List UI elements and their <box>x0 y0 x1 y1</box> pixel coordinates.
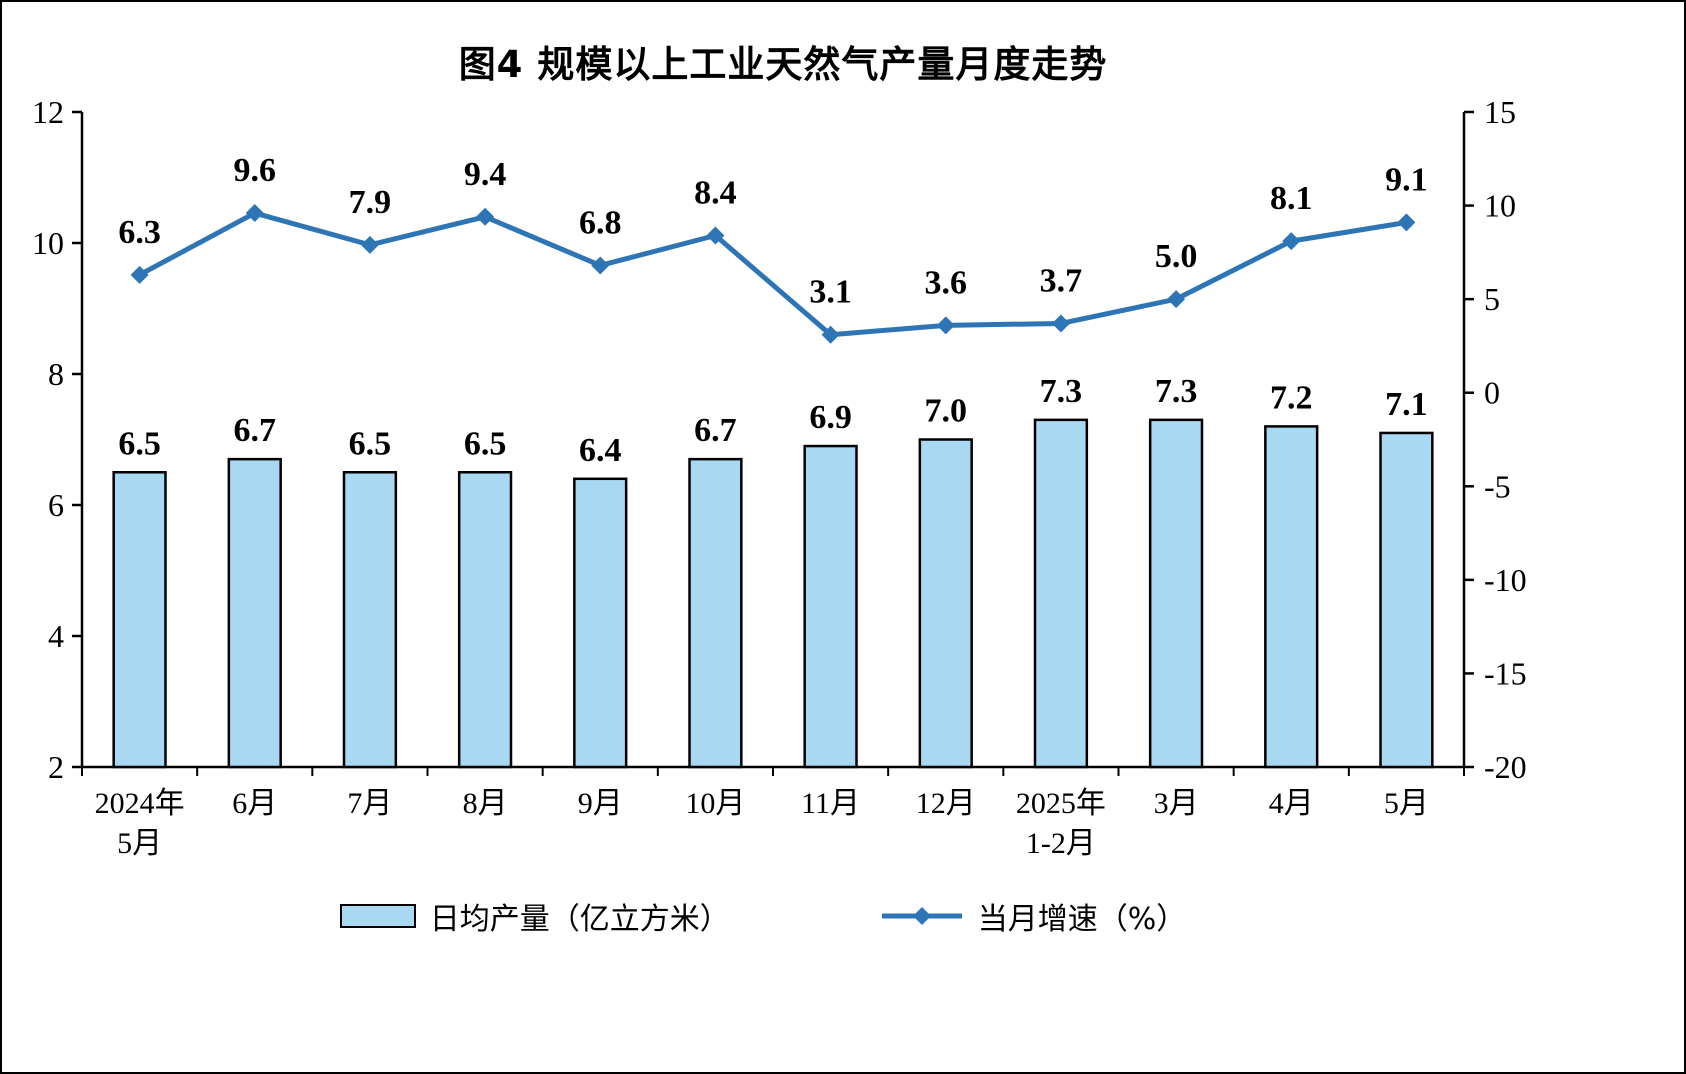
bar <box>1379 431 1434 769</box>
legend-item-bar: 日均产量（亿立方米） <box>339 894 730 938</box>
left-axis-tick-label: 4 <box>48 618 64 654</box>
line-marker <box>936 316 955 335</box>
x-axis-category-label: 6月 <box>232 787 277 820</box>
line-value-label: 3.1 <box>809 274 852 311</box>
line-marker <box>476 207 495 226</box>
left-axis-tick-label: 10 <box>32 225 64 261</box>
line-marker <box>1167 290 1186 309</box>
line-series <box>138 210 1407 338</box>
right-axis-tick-label: -5 <box>1484 468 1511 504</box>
line-marker <box>706 226 725 245</box>
right-axis-tick-label: -10 <box>1484 562 1527 598</box>
x-axis-category-label: 12月 <box>916 787 976 820</box>
bar-value-label: 7.1 <box>1385 386 1428 423</box>
bar-value-label: 7.0 <box>925 393 968 430</box>
line-value-label: 7.9 <box>349 184 392 221</box>
bar <box>1033 418 1089 769</box>
right-axis-tick-label: 10 <box>1484 188 1516 224</box>
bar <box>112 471 167 769</box>
chart-title: 图4 规模以上工业天然气产量月度走势 <box>458 43 1108 86</box>
right-axis-tick-label: 15 <box>1484 94 1516 130</box>
line-value-label: 9.4 <box>464 156 507 193</box>
line-marker <box>1051 314 1070 333</box>
line-value-label: 9.1 <box>1385 161 1428 198</box>
x-axis-category-label: 8月 <box>463 787 508 820</box>
bar-value-label: 6.4 <box>579 432 622 469</box>
bar-value-label: 6.5 <box>464 425 507 462</box>
line-marker <box>130 265 149 284</box>
line-value-label: 3.7 <box>1040 262 1083 299</box>
line-value-label: 5.0 <box>1155 238 1198 275</box>
x-axis-category-label: 11月 <box>801 787 860 820</box>
line-marker <box>245 204 264 223</box>
x-axis-category-label: 3月 <box>1154 787 1199 820</box>
line-marker <box>1282 232 1301 251</box>
left-axis-tick-label: 6 <box>48 487 64 523</box>
line-marker <box>360 235 379 254</box>
bar <box>1264 425 1319 769</box>
x-axis-category-label: 5月 <box>1384 787 1429 820</box>
x-axis-category-label: 9月 <box>578 787 623 820</box>
bar <box>918 438 973 769</box>
line-marker <box>821 325 840 344</box>
line-value-label: 6.8 <box>579 204 622 241</box>
line-value-label: 3.6 <box>925 264 968 301</box>
right-axis-tick-label: 0 <box>1484 375 1500 411</box>
bar-value-label: 6.5 <box>118 425 161 462</box>
line-marker <box>591 256 610 275</box>
x-axis-category-label: 4月 <box>1269 787 1314 820</box>
bar-value-label: 6.5 <box>349 425 392 462</box>
legend-line-label: 当月增速（%） <box>977 902 1187 937</box>
left-axis-tick-label: 2 <box>48 749 64 785</box>
x-axis-category-label: 2025年 1-2月 <box>1016 787 1106 860</box>
bar <box>457 471 513 769</box>
line-value-label: 6.3 <box>118 214 161 251</box>
right-axis-tick-label: 5 <box>1484 281 1500 317</box>
line-value-label: 8.4 <box>694 175 737 212</box>
left-axis-tick-label: 12 <box>32 94 64 130</box>
bar <box>573 477 628 769</box>
bar-series-swatch <box>339 904 416 928</box>
bar-value-label: 6.9 <box>809 399 852 436</box>
bar <box>227 457 282 769</box>
line-value-label: 9.6 <box>234 152 277 189</box>
legend-item-line: 当月增速（%） <box>880 894 1187 938</box>
bar <box>688 457 743 769</box>
line-value-label: 8.1 <box>1270 180 1313 217</box>
bar-value-label: 7.2 <box>1270 379 1313 416</box>
bar-value-label: 6.7 <box>694 412 737 449</box>
bar <box>803 444 858 769</box>
bar <box>342 471 398 769</box>
x-axis-category-label: 10月 <box>685 787 745 820</box>
line-series-swatch <box>881 907 962 925</box>
bar-value-label: 6.7 <box>234 412 277 449</box>
legend-bar-label: 日均产量（亿立方米） <box>429 902 730 937</box>
bar-value-label: 7.3 <box>1040 373 1083 410</box>
right-axis-tick-label: -15 <box>1484 655 1527 691</box>
line-marker <box>1397 213 1416 232</box>
bar <box>1148 418 1204 769</box>
right-axis-tick-label: -20 <box>1484 749 1527 785</box>
x-axis-category-label: 2024年 5月 <box>95 787 185 860</box>
left-axis-tick-label: 8 <box>48 356 64 392</box>
legend: 日均产量（亿立方米） 当月增速（%） <box>2 894 1684 938</box>
x-axis-category-label: 7月 <box>347 787 392 820</box>
bar-value-label: 7.3 <box>1155 373 1198 410</box>
